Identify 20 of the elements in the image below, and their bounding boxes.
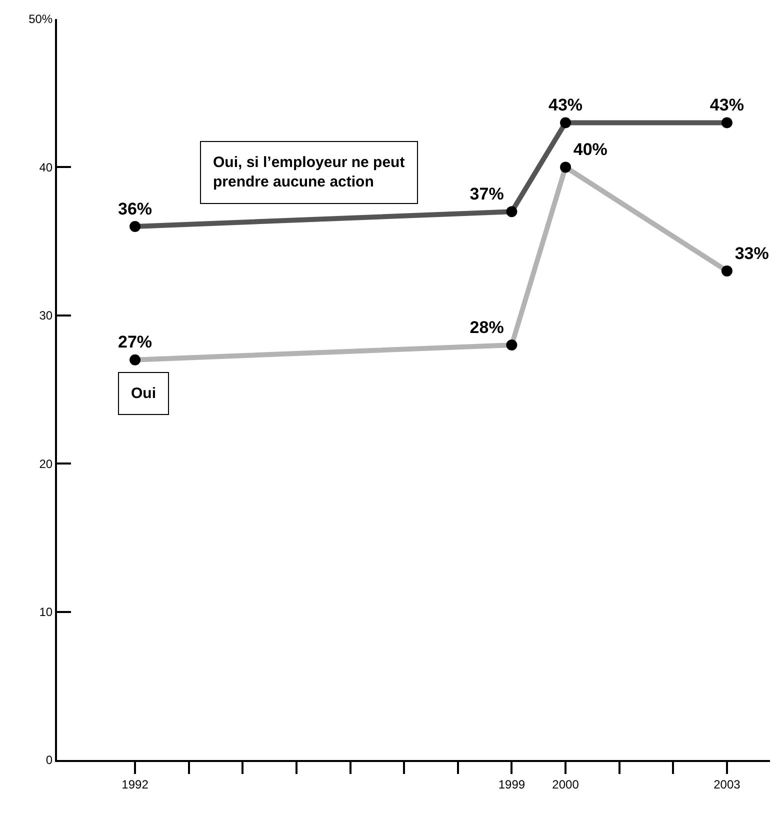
- data-label: 27%: [118, 332, 152, 352]
- series-label: Oui: [131, 385, 156, 402]
- x-tick-label: 1992: [122, 777, 149, 792]
- data-label: 43%: [710, 96, 744, 115]
- y-tick-label: 0: [46, 753, 53, 768]
- y-tick-label: 40: [39, 160, 53, 174]
- data-label: 36%: [118, 199, 152, 218]
- y-tick-label: 30: [39, 308, 53, 323]
- y-tick-label: 10: [39, 605, 53, 619]
- x-tick-label: 1999: [498, 777, 526, 792]
- data-label: 33%: [734, 244, 769, 263]
- series-label: Oui, si l’employeur ne peut prendre aucune action: [213, 154, 405, 190]
- y-tick-label: 20: [39, 456, 53, 471]
- data-label: 28%: [470, 318, 504, 337]
- x-tick-label: 2003: [714, 777, 741, 792]
- data-label: 40%: [573, 140, 608, 160]
- x-tick-label: 2000: [552, 777, 580, 792]
- y-tick-label: 50%: [28, 12, 53, 26]
- data-label: 43%: [548, 96, 583, 115]
- data-label: 37%: [470, 184, 504, 204]
